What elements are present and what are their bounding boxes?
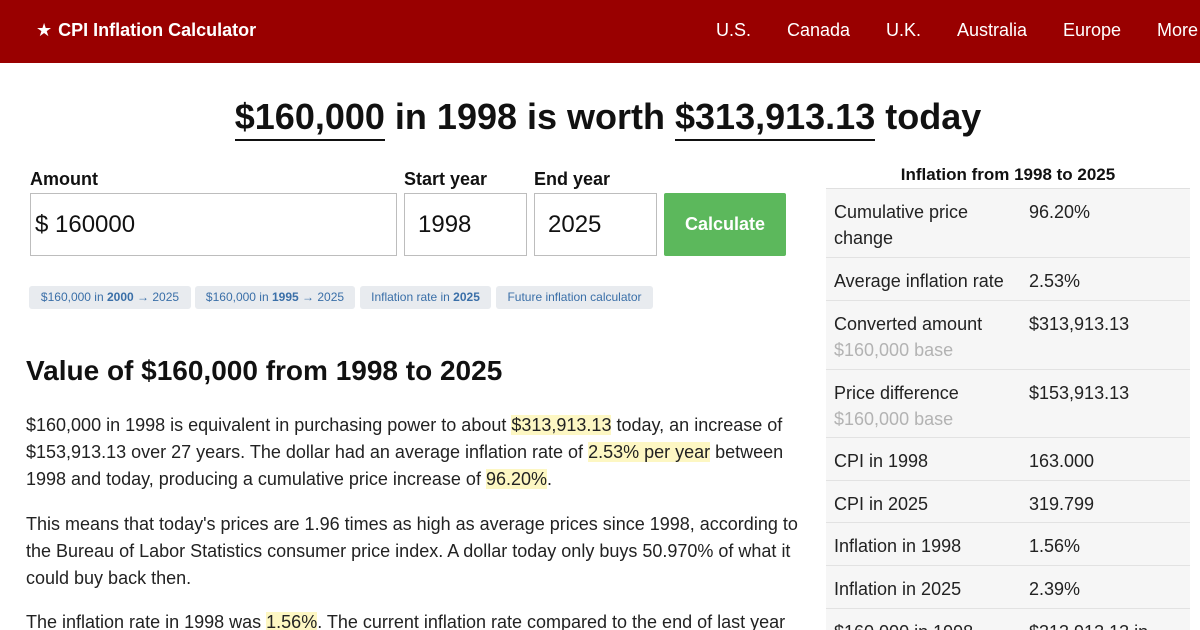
row-sublabel: $160,000 base — [834, 340, 954, 360]
table-row: Cumulative price change 96.20% — [826, 189, 1190, 258]
row-value: $313,913.13 in — [1029, 619, 1148, 630]
paragraph-2: This means that today's prices are 1.96 … — [26, 514, 798, 588]
nav-item-us[interactable]: U.S. — [716, 20, 752, 40]
star-icon: ★ — [36, 20, 53, 40]
headline-suffix: today — [875, 96, 982, 137]
sidebar-divider — [826, 188, 1190, 189]
amount-input[interactable]: $ 160000 — [30, 193, 397, 256]
row-value: $153,913.13 — [1029, 383, 1130, 403]
table-row: Average inflation rate 2.53% — [826, 258, 1190, 301]
row-label: $160,000 in 1998 — [834, 619, 1018, 630]
table-row: CPI in 2025 319.799 — [826, 481, 1190, 523]
paragraph-1: $160,000 in 1998 is equivalent in purcha… — [26, 412, 806, 493]
table-row: Price difference $160,000 base $153,913.1… — [826, 370, 1190, 438]
nav-item-canada[interactable]: Canada — [787, 20, 851, 40]
sidebar-title: Inflation from 1998 to 2025 — [900, 165, 1116, 184]
pill-text: Future inflation calculator — [507, 290, 642, 304]
page-title: $160,000 in 1998 is worth $313,913.13 to… — [0, 96, 1200, 141]
row-label: Inflation in 2025 — [834, 579, 962, 599]
p3-text-b: . The current inflation rate compared to… — [317, 612, 786, 630]
pill-text: Inflation rate in — [371, 290, 454, 304]
section-heading: Value of $160,000 from 1998 to 2025 — [26, 355, 503, 386]
row-value: 2.53% — [1029, 271, 1081, 291]
table-row: Converted amount $160,000 base $313,913.1… — [826, 301, 1190, 370]
pill-year: 1995 — [271, 290, 299, 304]
row-label-text: Converted amount — [834, 314, 983, 334]
p1-highlight-worth: $313,913.13 — [511, 415, 612, 435]
pill-year: 2025 — [453, 290, 480, 304]
pill-text: $160,000 in — [40, 290, 107, 304]
p3-highlight-rate: 1.56% — [266, 612, 318, 630]
table-row: Inflation in 2025 2.39% — [826, 566, 1190, 609]
table-row: CPI in 1998 163.000 — [826, 438, 1190, 481]
nav-item-europe[interactable]: Europe — [1063, 20, 1122, 40]
amount-input-value: 160000 — [55, 211, 136, 238]
row-value: 96.20% — [1029, 202, 1091, 222]
headline-middle: in 1998 is worth — [384, 96, 676, 137]
row-label: CPI in 1998 — [834, 451, 929, 471]
row-label: Price difference $160,000 base — [834, 380, 1018, 432]
p1-text-b: today, an increase of $153,913.13 over 2… — [26, 415, 783, 462]
row-value: 2.39% — [1029, 579, 1081, 599]
amount-label: Amount — [30, 169, 98, 189]
pill-year: 2000 — [106, 290, 134, 304]
row-value: $313,913.13 — [1029, 314, 1130, 334]
nav-item-more[interactable]: More — [1157, 20, 1199, 40]
p1-text-a: $160,000 in 1998 is equivalent in purcha… — [26, 415, 512, 435]
row-label-text: Price difference — [834, 383, 959, 403]
pill-text: → 2025 — [133, 290, 180, 304]
end-year-label: End year — [534, 169, 611, 189]
link-pill-inflation-rate[interactable]: Inflation rate in 2025 — [360, 286, 491, 309]
row-label: Average inflation rate — [834, 271, 1004, 291]
top-navbar: ★ CPI Inflation Calculator U.S. Canada U.… — [0, 0, 1200, 63]
p1-highlight-rate: 2.53% per year — [588, 442, 711, 462]
headline-worth: $313,913.13 — [675, 96, 876, 141]
pill-text: $160,000 in — [205, 290, 272, 304]
row-value: 319.799 — [1029, 494, 1095, 514]
nav-item-australia[interactable]: Australia — [957, 20, 1028, 40]
row-value: 1.56% — [1029, 536, 1081, 556]
row-label: Converted amount $160,000 base — [834, 311, 1018, 363]
row-value: 163.000 — [1029, 451, 1095, 471]
end-year-input[interactable]: 2025 — [534, 193, 657, 256]
start-year-label: Start year — [404, 169, 488, 189]
headline-amount: $160,000 — [234, 96, 385, 141]
link-pill-1995[interactable]: $160,000 in 1995 → 2025 — [195, 286, 355, 309]
nav-item-uk[interactable]: U.K. — [886, 20, 922, 40]
row-label: CPI in 2025 — [834, 494, 929, 514]
start-year-value: 1998 — [418, 211, 472, 238]
brand-link[interactable]: ★ CPI Inflation Calculator — [36, 20, 256, 41]
pill-text: → 2025 — [298, 290, 345, 304]
link-pill-2000[interactable]: $160,000 in 2000 → 2025 — [29, 286, 191, 309]
table-row: $160,000 in 1998 $313,913.13 in — [826, 609, 1190, 630]
start-year-input[interactable]: 1998 — [404, 193, 527, 256]
row-label: Inflation in 1998 — [834, 536, 962, 556]
currency-symbol: $ — [35, 211, 49, 238]
end-year-value: 2025 — [548, 211, 602, 238]
p3-text-a: The inflation rate in 1998 was — [26, 612, 267, 630]
calculate-button[interactable]: Calculate — [664, 193, 786, 256]
p1-highlight-cumulative: 96.20% — [485, 469, 548, 489]
p1-text-d: . — [547, 469, 553, 489]
paragraph-3: The inflation rate in 1998 was 1.56%. Th… — [26, 609, 816, 630]
link-pill-future-calculator[interactable]: Future inflation calculator — [496, 286, 653, 309]
row-label: Cumulative price change — [834, 202, 969, 248]
table-row: Inflation in 1998 1.56% — [826, 523, 1190, 566]
brand-label: CPI Inflation Calculator — [58, 20, 257, 40]
p1-text-c: between 1998 and today, producing a cumu… — [26, 442, 784, 489]
row-sublabel: $160,000 base — [834, 409, 954, 429]
